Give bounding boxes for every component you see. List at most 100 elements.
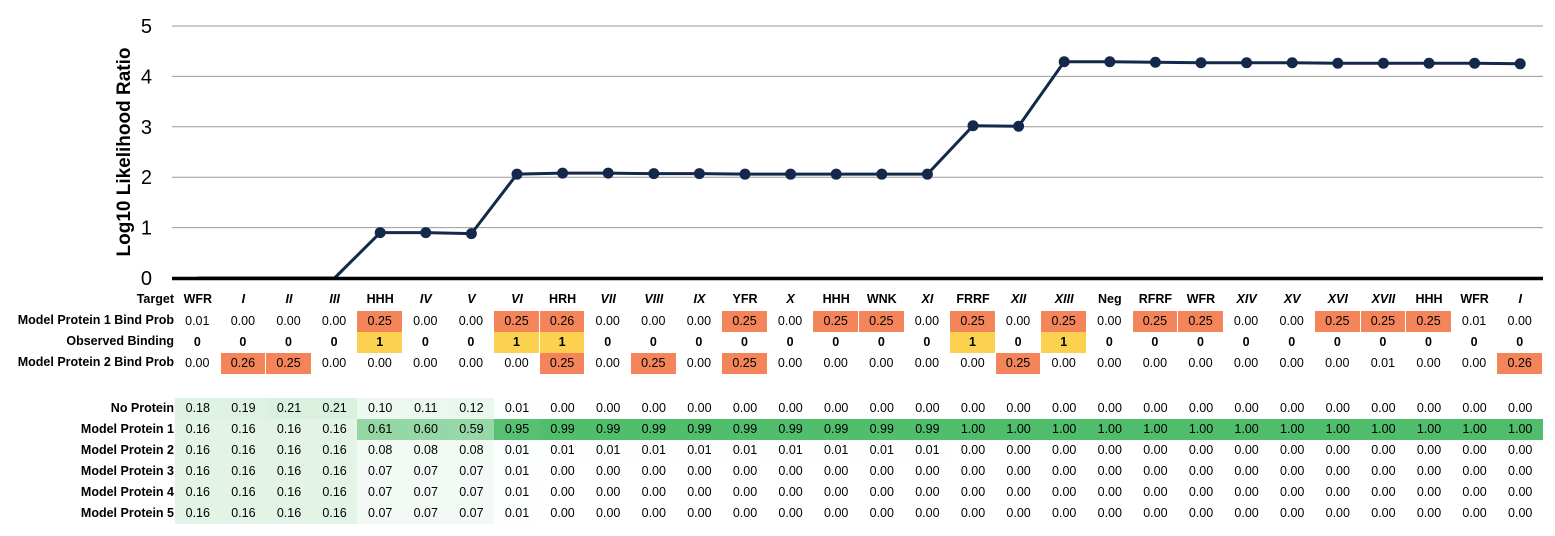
data-point	[693, 168, 705, 180]
heatmap-cell: 0.00	[676, 482, 723, 503]
heatmap-cell: 0.16	[175, 503, 221, 524]
gridlines	[172, 25, 1543, 229]
table-cell: 0.00	[823, 356, 848, 370]
data-point	[465, 228, 477, 240]
heatmap-cell: 0.01	[904, 440, 951, 461]
heatmap-cell: 0.00	[539, 503, 586, 524]
heatmap-cell: 0.99	[767, 419, 814, 440]
heatmap-cell: 0.07	[357, 503, 403, 524]
table-cell: 0.25	[494, 311, 539, 332]
heatmap-cell: 0.00	[1269, 482, 1315, 503]
table-cell: 1	[1041, 332, 1086, 353]
heatmap-cell: 0.16	[266, 419, 312, 440]
table-cell: 0	[786, 335, 794, 349]
x-tick-label: Neg	[1097, 292, 1122, 306]
table-cell: 0.25	[859, 311, 904, 332]
heatmap-cell: 0.00	[1497, 398, 1543, 419]
table-cell: 0.00	[777, 356, 803, 370]
data-point	[1286, 57, 1298, 69]
data-point	[511, 168, 523, 180]
heatmap-cell: 0.01	[722, 440, 768, 461]
heatmap-cell: 0.00	[904, 461, 951, 482]
row-label: Model Protein 3	[80, 464, 174, 478]
heatmap-cell: 0.59	[448, 419, 495, 440]
table-cell: 0	[1105, 335, 1113, 349]
heatmap-cell: 0.00	[1087, 440, 1133, 461]
y-tick-label: 4	[141, 66, 152, 88]
table-cell: 0.25	[950, 311, 995, 332]
x-tick-label: XIII	[1054, 292, 1074, 306]
heatmap-cell: 0.00	[1269, 440, 1315, 461]
heatmap-cell: 0.00	[1406, 461, 1452, 482]
heatmap-cell: 0.01	[494, 461, 540, 482]
heatmap-cell: 0.01	[813, 440, 859, 461]
x-tick-label: VI	[511, 292, 523, 306]
heatmap-cell: 0.00	[767, 503, 814, 524]
heatmap-cell: 0.00	[995, 461, 1042, 482]
heatmap-cell: 0.00	[585, 482, 631, 503]
heatmap-cell: 0.00	[1315, 482, 1361, 503]
table-cell: 0.00	[504, 356, 529, 370]
heatmap-cell: 0.00	[1132, 503, 1179, 524]
heatmap-cell: 1.00	[1497, 419, 1543, 440]
y-axis-label: Log10 Likelihood Ratio	[114, 47, 135, 256]
heatmap-cell: 0.99	[859, 419, 905, 440]
heatmap-cell: 0.00	[859, 503, 905, 524]
table-cell: 0.25	[1132, 311, 1178, 332]
table-cell: 0.00	[1097, 356, 1122, 370]
data-point	[1058, 56, 1070, 68]
heatmap-cell: 0.60	[403, 419, 449, 440]
table-cell: 0	[695, 335, 703, 349]
table-cell: 0	[239, 335, 247, 349]
heatmap-cell: 0.00	[631, 398, 677, 419]
row-label: Model Protein 1 Bind Prob	[17, 313, 174, 327]
heatmap-cell: 0.99	[631, 419, 677, 440]
x-tick-label: WNK	[866, 292, 897, 306]
table-cell: 0	[421, 335, 429, 349]
heatmap-cell: 0.16	[175, 482, 221, 503]
heatmap-cell: 1.00	[1223, 419, 1270, 440]
heatmap-cell: 0.01	[767, 440, 814, 461]
heatmap-cell: 0.95	[494, 419, 540, 440]
table-cell: 0.00	[1051, 356, 1076, 370]
table-cell: 0	[1014, 335, 1022, 349]
data-point	[830, 168, 842, 180]
data-point	[967, 120, 979, 132]
line-chart: 0 1 2 3 4 5 Log10 Likelihood Ratio	[114, 16, 1543, 290]
table-cell: 1	[494, 332, 539, 353]
x-tick-label: WFR	[1460, 292, 1489, 306]
data-point	[420, 227, 432, 239]
heatmap-cell: 0.01	[585, 440, 631, 461]
heatmap-cell: 0.00	[585, 503, 631, 524]
heatmap-cell: 0.00	[995, 398, 1042, 419]
x-tick-label: III	[329, 292, 340, 306]
row-label: Model Protein 4	[80, 485, 174, 499]
heatmap-cell: 0.00	[1041, 482, 1087, 503]
table-cell: 0.00	[595, 356, 620, 370]
table-cell: 0.00	[276, 314, 301, 328]
table-cell: 0.25	[357, 311, 402, 332]
heatmap-cell: 0.16	[220, 482, 267, 503]
heatmap-cell: 0.00	[1451, 503, 1498, 524]
heatmap-cell: 0.00	[950, 398, 996, 419]
heatmap-cell: 0.19	[220, 398, 267, 419]
data-point	[785, 168, 797, 180]
heatmap-cell: 0.00	[904, 482, 951, 503]
heatmap-cell: 0.00	[722, 482, 768, 503]
heatmap-cell: 1.00	[1451, 419, 1498, 440]
data-point	[1149, 56, 1161, 68]
heatmap-cell: 0.00	[1178, 398, 1224, 419]
table-cell: 0	[1197, 335, 1204, 349]
table-cell: 0.26	[1497, 353, 1542, 374]
heatmap-cell: 0.16	[266, 482, 312, 503]
table-cell: 0.00	[321, 314, 347, 328]
heatmap-cell: 0.16	[220, 440, 267, 461]
heatmap-cell: 0.00	[1360, 461, 1407, 482]
table-cell: 0.00	[230, 314, 256, 328]
x-tick-label: IV	[419, 292, 432, 306]
heatmap-cell: 0.00	[539, 482, 586, 503]
heatmap-cell: 0.00	[813, 398, 859, 419]
heatmap-cell: 0.00	[676, 503, 723, 524]
data-point	[921, 168, 933, 180]
table-cell: 0.00	[413, 314, 438, 328]
